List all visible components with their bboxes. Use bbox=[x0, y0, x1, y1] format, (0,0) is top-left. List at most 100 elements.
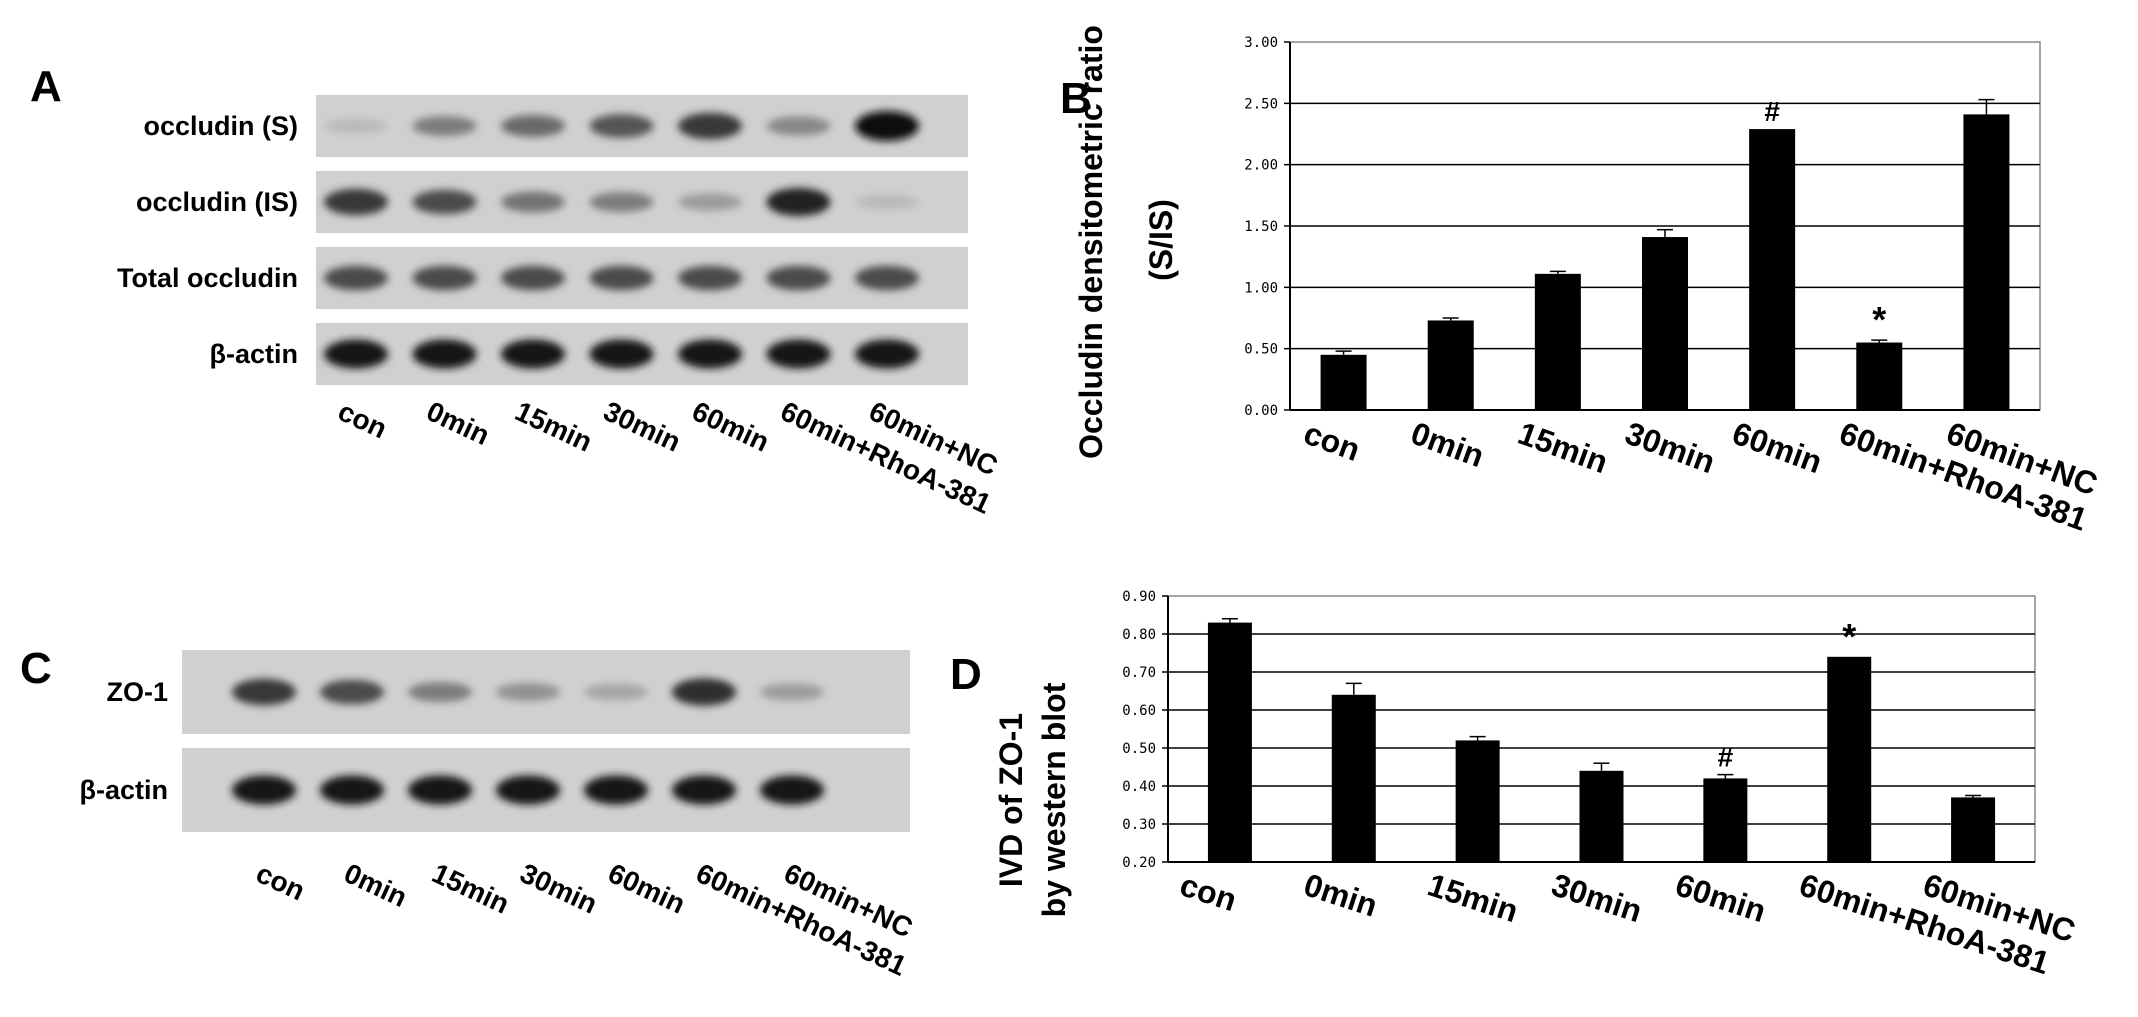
x-tick-label: 0min bbox=[1300, 866, 1382, 923]
panel-b: B 0.00 0.50 1.00 1.50 2.00 2.50 3.00 con 0min 15m… bbox=[1060, 0, 2138, 560]
blot-row-label: β-actin bbox=[210, 339, 299, 369]
y-tick-label: 1.50 bbox=[1244, 219, 1278, 235]
lane-label: con bbox=[333, 395, 391, 444]
blot-band bbox=[760, 775, 824, 805]
significance-marker: * bbox=[1872, 299, 1886, 340]
blot-band bbox=[766, 339, 831, 369]
blot-band bbox=[412, 115, 477, 137]
lane-label: 0min bbox=[422, 395, 494, 451]
y-tick-label: 0.30 bbox=[1122, 817, 1156, 833]
blot-band bbox=[589, 265, 654, 291]
lane-label: 60min bbox=[687, 395, 773, 457]
significance-marker: # bbox=[1718, 742, 1734, 773]
blot-band bbox=[760, 683, 824, 701]
blot-band bbox=[496, 775, 560, 805]
panel-c-letter: C bbox=[20, 644, 52, 693]
y-tick-label: 0.40 bbox=[1122, 779, 1156, 795]
bar bbox=[1534, 273, 1581, 410]
x-tick-label: 15min bbox=[1423, 866, 1522, 929]
x-tick-label: 15min bbox=[1513, 415, 1612, 480]
y-tick-label: 0.50 bbox=[1122, 741, 1156, 757]
x-tick-label: 30min bbox=[1547, 866, 1646, 929]
y-tick-label: 1.00 bbox=[1244, 280, 1278, 296]
bar bbox=[1703, 778, 1748, 862]
blot-band bbox=[501, 115, 565, 137]
x-tick-label: 60min bbox=[1671, 866, 1770, 929]
blot-row-label: Total occludin bbox=[117, 263, 298, 293]
y-tick-label: 0.50 bbox=[1244, 342, 1278, 358]
blot-band bbox=[584, 775, 648, 805]
y-axis-title-line2: (S/IS) bbox=[1143, 199, 1179, 281]
panel-a-blot: occludin (S) occludin (IS) Total occludin β… bbox=[117, 95, 1002, 520]
y-axis-title: Occludin densitometric ratio bbox=[1073, 25, 1109, 459]
blot-band bbox=[766, 265, 831, 291]
bar bbox=[1856, 342, 1903, 410]
lane-label: 15min bbox=[427, 857, 513, 919]
blot-band bbox=[766, 116, 831, 136]
y-axis-title-line2: by western blot bbox=[1036, 682, 1072, 917]
y-tick-label: 0.00 bbox=[1244, 403, 1278, 419]
y-tick-label: 0.80 bbox=[1122, 627, 1156, 643]
blot-band bbox=[412, 339, 477, 369]
lane-label: 30min bbox=[599, 395, 685, 457]
blot-band bbox=[408, 775, 472, 805]
blot-band bbox=[324, 188, 388, 216]
x-tick-label: 0min bbox=[1406, 415, 1488, 474]
blot-band bbox=[412, 189, 477, 215]
panel-c: C ZO-1 β-actin con 0min 15min 30min 60min 60min… bbox=[0, 600, 1060, 1017]
blot-band bbox=[678, 265, 742, 291]
blot-band bbox=[678, 112, 742, 140]
x-tick-label: 60min bbox=[1728, 415, 1827, 480]
blot-band bbox=[324, 265, 388, 291]
blot-band bbox=[672, 678, 736, 706]
blot-band bbox=[672, 775, 736, 805]
blot-band bbox=[589, 339, 654, 369]
x-tick-label: con bbox=[1176, 866, 1241, 918]
bar bbox=[1827, 656, 1872, 862]
panel-a-letter: A bbox=[30, 62, 62, 111]
y-tick-label: 0.70 bbox=[1122, 665, 1156, 681]
panel-a: A occludin (S) occludin (IS) Total occludi… bbox=[0, 0, 1060, 560]
blot-band bbox=[589, 114, 654, 138]
y-axis-title: IVD of ZO-1 bbox=[993, 713, 1029, 887]
panel-d: D 0.20 0.30 0.40 0.50 0.60 0.70 0.80 0.90 con 0mi… bbox=[940, 560, 2138, 1017]
blot-band bbox=[501, 339, 565, 369]
bar bbox=[1331, 694, 1376, 862]
blot-band bbox=[501, 191, 565, 213]
blot-band bbox=[855, 339, 919, 369]
blot-row-label: occludin (S) bbox=[144, 111, 299, 141]
chart-d: 0.20 0.30 0.40 0.50 0.60 0.70 0.80 0.90 con 0min 1… bbox=[993, 589, 2080, 981]
chart-b: 0.00 0.50 1.00 1.50 2.00 2.50 3.00 con 0min 15min… bbox=[1073, 25, 2102, 538]
blot-band bbox=[232, 775, 296, 805]
panel-b-letter: B bbox=[1060, 74, 1092, 123]
blot-row-label: occludin (IS) bbox=[136, 187, 298, 217]
bar bbox=[1579, 770, 1624, 862]
bar bbox=[1427, 320, 1474, 410]
bar bbox=[1749, 129, 1796, 411]
lane-label: 15min bbox=[510, 395, 596, 457]
lane-label: 60min bbox=[603, 857, 689, 919]
bar bbox=[1951, 797, 1996, 862]
blot-band bbox=[324, 118, 388, 134]
bar bbox=[1320, 354, 1367, 410]
blot-band bbox=[324, 339, 388, 369]
panel-d-letter: D bbox=[950, 650, 982, 699]
bar bbox=[1207, 622, 1252, 862]
y-tick-label: 0.60 bbox=[1122, 703, 1156, 719]
blot-band bbox=[589, 191, 654, 213]
significance-marker: # bbox=[1764, 96, 1780, 127]
y-tick-label: 3.00 bbox=[1244, 35, 1278, 51]
significance-marker: * bbox=[1842, 616, 1856, 657]
blot-band bbox=[320, 679, 384, 705]
bar bbox=[1963, 114, 2010, 410]
blot-band bbox=[855, 194, 919, 210]
blot-band bbox=[496, 682, 560, 702]
blot-band bbox=[408, 681, 472, 703]
lane-label: 30min bbox=[515, 857, 601, 919]
blot-band bbox=[766, 187, 831, 217]
blot-band bbox=[678, 339, 742, 369]
blot-band bbox=[584, 683, 648, 701]
x-tick-label: con bbox=[1299, 415, 1365, 468]
blot-band bbox=[412, 265, 477, 291]
